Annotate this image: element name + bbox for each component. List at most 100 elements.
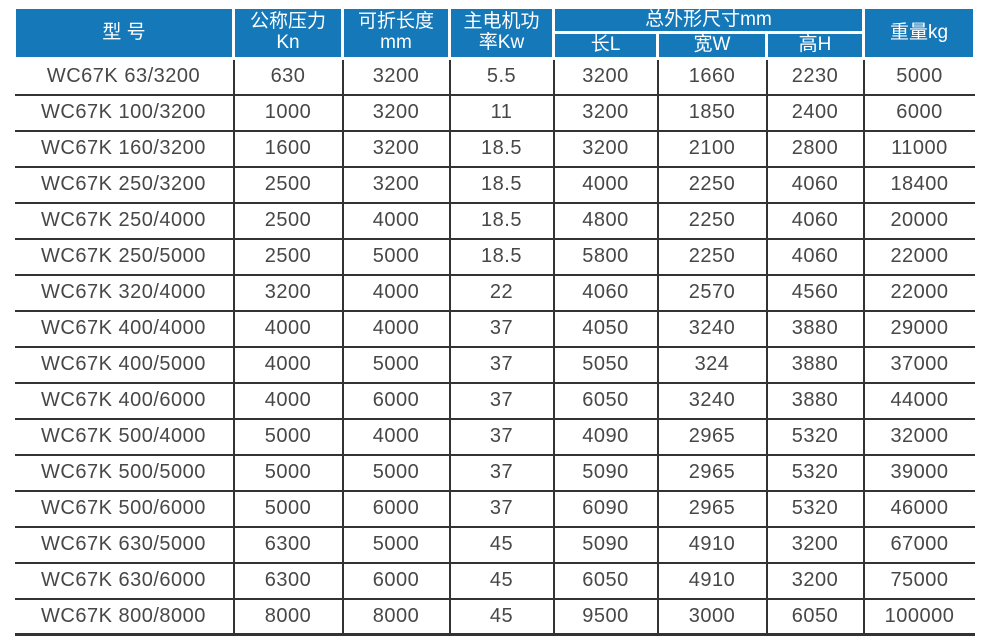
header-motor-power-line2: 率Kw	[478, 32, 525, 53]
cell-width-w: 2250	[656, 165, 768, 204]
cell-fold-length-mm: 5000	[341, 453, 451, 492]
cell-length-l: 5090	[552, 525, 659, 564]
table-row: WC67K 250/3200 2500 3200 18.5 4000 2250 …	[14, 165, 975, 204]
cell-motor-power-kw: 37	[448, 381, 555, 420]
cell-fold-length-mm: 4000	[341, 417, 451, 456]
cell-width-w: 2965	[656, 489, 768, 528]
cell-length-l: 3200	[552, 129, 659, 168]
cell-length-l: 4050	[552, 309, 659, 348]
cell-motor-power-kw: 45	[448, 525, 555, 564]
cell-pressure-kn: 5000	[232, 453, 344, 492]
cell-length-l: 5800	[552, 237, 659, 276]
cell-height-h: 3200	[765, 561, 865, 600]
cell-width-w: 4910	[656, 525, 768, 564]
cell-pressure-kn: 8000	[232, 597, 344, 636]
cell-width-w: 3240	[656, 309, 768, 348]
cell-motor-power-kw: 18.5	[448, 165, 555, 204]
cell-height-h: 4060	[765, 165, 865, 204]
cell-fold-length-mm: 4000	[341, 309, 451, 348]
cell-width-w: 324	[656, 345, 768, 384]
cell-weight-kg: 32000	[862, 417, 975, 456]
cell-motor-power-kw: 11	[448, 93, 555, 132]
cell-pressure-kn: 5000	[232, 489, 344, 528]
table-row: WC67K 500/6000 5000 6000 37 6090 2965 53…	[14, 489, 975, 528]
cell-height-h: 6050	[765, 597, 865, 636]
cell-fold-length-mm: 6000	[341, 381, 451, 420]
cell-width-w: 1660	[656, 57, 768, 96]
table-row: WC67K 250/5000 2500 5000 18.5 5800 2250 …	[14, 237, 975, 276]
cell-length-l: 6090	[552, 489, 659, 528]
cell-height-h: 5320	[765, 489, 865, 528]
table-row: WC67K 63/3200 630 3200 5.5 3200 1660 223…	[14, 57, 975, 96]
header-fold-length-line2: mm	[380, 32, 412, 53]
cell-motor-power-kw: 37	[448, 417, 555, 456]
header-nominal-pressure-line1: 公称压力	[249, 11, 326, 33]
table-row: WC67K 630/5000 6300 5000 45 5090 4910 32…	[14, 525, 975, 564]
cell-motor-power-kw: 18.5	[448, 129, 555, 168]
cell-model: WC67K 500/6000	[14, 489, 235, 528]
cell-height-h: 5320	[765, 417, 865, 456]
cell-motor-power-kw: 37	[448, 453, 555, 492]
cell-pressure-kn: 4000	[232, 309, 344, 348]
cell-fold-length-mm: 3200	[341, 93, 451, 132]
cell-model: WC67K 400/5000	[14, 345, 235, 384]
cell-motor-power-kw: 18.5	[448, 237, 555, 276]
cell-height-h: 2800	[765, 129, 865, 168]
cell-fold-length-mm: 3200	[341, 165, 451, 204]
header-overall-dimensions-label: 总外形尺寸mm	[645, 8, 772, 30]
cell-model: WC67K 63/3200	[14, 57, 235, 96]
cell-pressure-kn: 2500	[232, 165, 344, 204]
cell-length-l: 3200	[552, 93, 659, 132]
cell-pressure-kn: 4000	[232, 345, 344, 384]
table-row: WC67K 100/3200 1000 3200 11 3200 1850 24…	[14, 93, 975, 132]
cell-pressure-kn: 1000	[232, 93, 344, 132]
cell-pressure-kn: 1600	[232, 129, 344, 168]
cell-weight-kg: 37000	[862, 345, 975, 384]
cell-model: WC67K 500/5000	[14, 453, 235, 492]
table-row: WC67K 320/4000 3200 4000 22 4060 2570 45…	[14, 273, 975, 312]
cell-model: WC67K 160/3200	[14, 129, 235, 168]
cell-weight-kg: 6000	[862, 93, 975, 132]
cell-pressure-kn: 6300	[232, 561, 344, 600]
cell-height-h: 2230	[765, 57, 865, 96]
cell-motor-power-kw: 45	[448, 597, 555, 636]
cell-length-l: 4000	[552, 165, 659, 204]
cell-motor-power-kw: 5.5	[448, 57, 555, 96]
cell-model: WC67K 250/4000	[14, 201, 235, 240]
cell-height-h: 3880	[765, 309, 865, 348]
cell-fold-length-mm: 5000	[341, 237, 451, 276]
header-weight: 重量kg	[862, 6, 976, 60]
table-row: WC67K 400/6000 4000 6000 37 6050 3240 38…	[14, 381, 975, 420]
cell-fold-length-mm: 4000	[341, 273, 451, 312]
cell-weight-kg: 20000	[862, 201, 975, 240]
cell-width-w: 2965	[656, 453, 768, 492]
table-row: WC67K 500/4000 5000 4000 37 4090 2965 53…	[14, 417, 975, 456]
cell-fold-length-mm: 6000	[341, 561, 451, 600]
cell-width-w: 3000	[656, 597, 768, 636]
cell-weight-kg: 67000	[862, 525, 975, 564]
cell-length-l: 4090	[552, 417, 659, 456]
cell-width-w: 2250	[656, 201, 768, 240]
cell-fold-length-mm: 8000	[341, 597, 451, 636]
cell-model: WC67K 100/3200	[14, 93, 235, 132]
header-model: 型 号	[13, 6, 235, 60]
cell-length-l: 5050	[552, 345, 659, 384]
spec-table-header: 型 号 公称压力 Kn 可折长度 mm 主电机功 率Kw 总外形尺寸mm	[13, 6, 976, 60]
table-row: WC67K 250/4000 2500 4000 18.5 4800 2250 …	[14, 201, 975, 240]
cell-motor-power-kw: 37	[448, 345, 555, 384]
cell-length-l: 4800	[552, 201, 659, 240]
cell-weight-kg: 39000	[862, 453, 975, 492]
cell-weight-kg: 18400	[862, 165, 975, 204]
header-dim-length: 长L	[552, 31, 659, 60]
cell-model: WC67K 250/3200	[14, 165, 235, 204]
cell-weight-kg: 46000	[862, 489, 975, 528]
cell-motor-power-kw: 22	[448, 273, 555, 312]
table-row: WC67K 400/5000 4000 5000 37 5050 324 388…	[14, 345, 975, 384]
header-weight-label: 重量kg	[889, 21, 949, 43]
cell-weight-kg: 75000	[862, 561, 975, 600]
table-row: WC67K 800/8000 8000 8000 45 9500 3000 60…	[14, 597, 975, 636]
header-dim-width: 宽W	[656, 31, 768, 60]
cell-width-w: 2965	[656, 417, 768, 456]
cell-fold-length-mm: 5000	[341, 345, 451, 384]
cell-model: WC67K 250/5000	[14, 237, 235, 276]
